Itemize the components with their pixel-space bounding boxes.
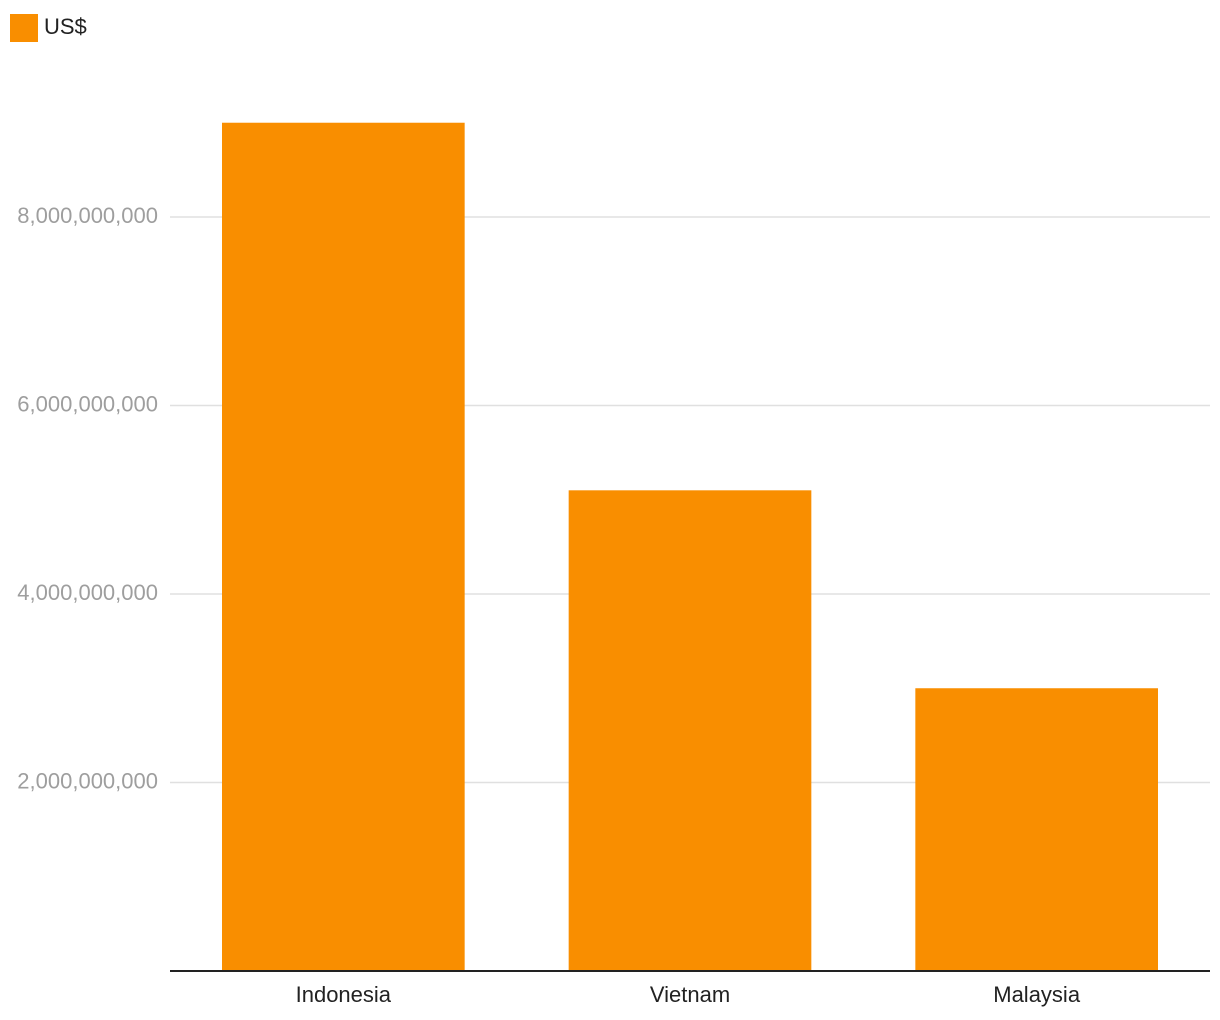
x-tick-label: Indonesia bbox=[296, 982, 392, 1007]
x-tick-label: Vietnam bbox=[650, 982, 730, 1007]
legend-swatch bbox=[10, 14, 38, 42]
bar bbox=[222, 122, 465, 971]
y-tick-label: 8,000,000,000 bbox=[17, 203, 158, 228]
y-tick-label: 2,000,000,000 bbox=[17, 768, 158, 793]
x-tick-label: Malaysia bbox=[993, 982, 1081, 1007]
legend-label: US$ bbox=[44, 14, 87, 39]
bar bbox=[568, 490, 812, 971]
y-tick-label: 4,000,000,000 bbox=[17, 580, 158, 605]
bar bbox=[915, 688, 1158, 971]
y-tick-label: 6,000,000,000 bbox=[17, 391, 158, 416]
